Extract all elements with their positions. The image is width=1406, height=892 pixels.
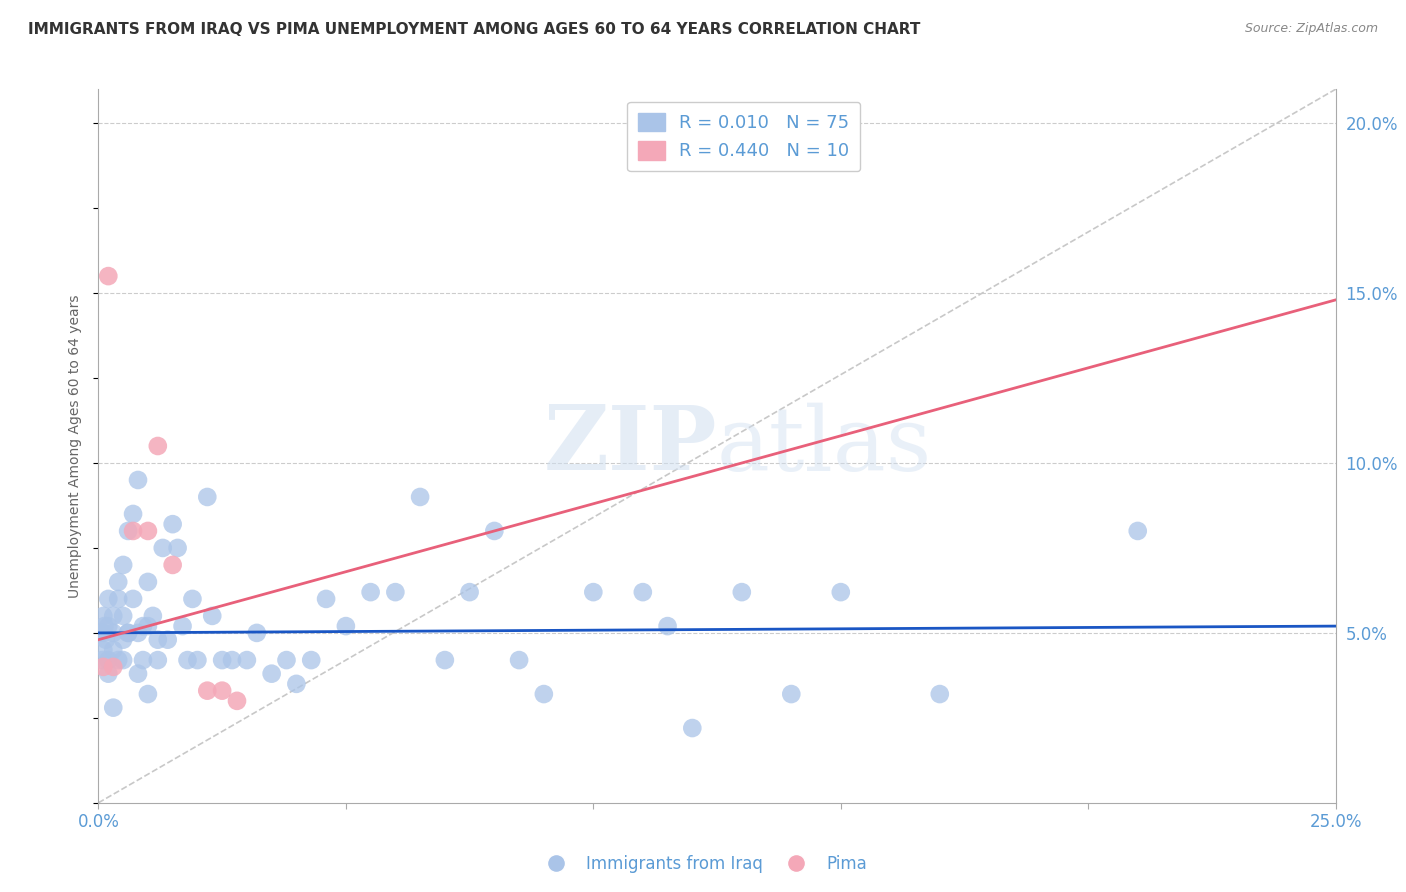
Point xyxy=(246,626,269,640)
Point xyxy=(136,619,159,633)
Point xyxy=(103,608,125,623)
Point xyxy=(285,677,308,691)
Point xyxy=(94,632,117,647)
Point xyxy=(107,653,129,667)
Point xyxy=(211,653,233,667)
Text: ZIP: ZIP xyxy=(544,402,717,490)
Point xyxy=(93,643,115,657)
Point xyxy=(117,626,139,640)
Point xyxy=(186,653,208,667)
Point xyxy=(97,653,120,667)
Point xyxy=(508,653,530,667)
Point xyxy=(162,558,184,572)
Point xyxy=(142,608,165,623)
Point xyxy=(582,585,605,599)
Point xyxy=(484,524,506,538)
Point xyxy=(136,524,159,538)
Legend: R = 0.010   N = 75, R = 0.440   N = 10: R = 0.010 N = 75, R = 0.440 N = 10 xyxy=(627,102,860,171)
Point xyxy=(146,653,169,667)
Point xyxy=(458,585,481,599)
Point xyxy=(112,632,135,647)
Point xyxy=(103,660,125,674)
Point xyxy=(211,683,233,698)
Point xyxy=(276,653,298,667)
Point xyxy=(136,687,159,701)
Point xyxy=(132,653,155,667)
Point xyxy=(236,653,259,667)
Y-axis label: Unemployment Among Ages 60 to 64 years: Unemployment Among Ages 60 to 64 years xyxy=(69,294,83,598)
Point xyxy=(127,626,149,640)
Point xyxy=(93,619,115,633)
Point xyxy=(780,687,803,701)
Point xyxy=(928,687,950,701)
Point xyxy=(162,517,184,532)
Point xyxy=(122,507,145,521)
Point xyxy=(1126,524,1149,538)
Point xyxy=(156,632,179,647)
Point xyxy=(103,700,125,714)
Point xyxy=(146,439,169,453)
Point xyxy=(112,608,135,623)
Point xyxy=(384,585,406,599)
Point xyxy=(335,619,357,633)
Point xyxy=(127,666,149,681)
Point xyxy=(127,473,149,487)
Point xyxy=(91,653,114,667)
Point xyxy=(657,619,679,633)
Point xyxy=(103,626,125,640)
Point xyxy=(172,619,194,633)
Point xyxy=(103,643,125,657)
Point xyxy=(122,524,145,538)
Point xyxy=(195,683,218,698)
Text: Source: ZipAtlas.com: Source: ZipAtlas.com xyxy=(1244,22,1378,36)
Point xyxy=(681,721,703,735)
Point xyxy=(360,585,382,599)
Point xyxy=(107,574,129,589)
Point xyxy=(176,653,198,667)
Point xyxy=(117,524,139,538)
Point xyxy=(93,660,115,674)
Point xyxy=(409,490,432,504)
Point xyxy=(97,591,120,606)
Legend: Immigrants from Iraq, Pima: Immigrants from Iraq, Pima xyxy=(533,848,873,880)
Point xyxy=(315,591,337,606)
Point xyxy=(152,541,174,555)
Point xyxy=(731,585,754,599)
Point xyxy=(107,591,129,606)
Point xyxy=(97,269,120,284)
Point xyxy=(97,619,120,633)
Point xyxy=(112,653,135,667)
Point xyxy=(221,653,243,667)
Point xyxy=(433,653,456,667)
Point xyxy=(195,490,218,504)
Point xyxy=(122,591,145,606)
Point xyxy=(181,591,204,606)
Text: IMMIGRANTS FROM IRAQ VS PIMA UNEMPLOYMENT AMONG AGES 60 TO 64 YEARS CORRELATION : IMMIGRANTS FROM IRAQ VS PIMA UNEMPLOYMEN… xyxy=(28,22,921,37)
Point xyxy=(146,632,169,647)
Point xyxy=(136,574,159,589)
Text: atlas: atlas xyxy=(717,402,932,490)
Point xyxy=(93,626,115,640)
Point xyxy=(97,666,120,681)
Point xyxy=(533,687,555,701)
Point xyxy=(830,585,852,599)
Point xyxy=(93,608,115,623)
Point xyxy=(260,666,283,681)
Point xyxy=(112,558,135,572)
Point xyxy=(117,626,139,640)
Point xyxy=(90,626,112,640)
Point xyxy=(631,585,654,599)
Point xyxy=(132,619,155,633)
Point xyxy=(299,653,322,667)
Point xyxy=(201,608,224,623)
Point xyxy=(166,541,188,555)
Point xyxy=(226,694,249,708)
